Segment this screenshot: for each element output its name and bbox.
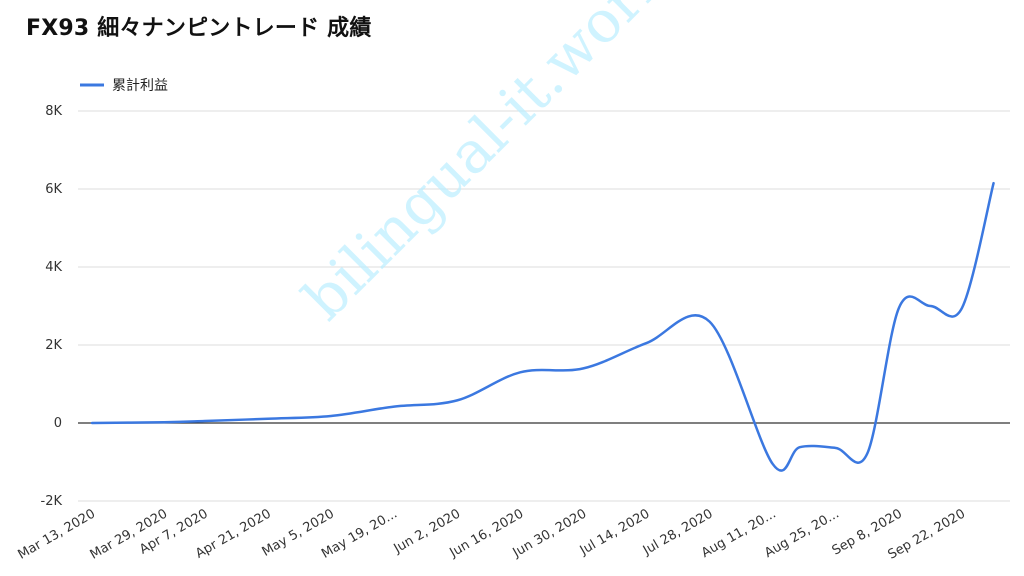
y-tick-label: 0 <box>54 416 62 431</box>
y-tick-label: 2K <box>45 338 62 353</box>
y-tick-label: 4K <box>45 260 62 275</box>
y-tick-label: -2K <box>41 494 63 509</box>
y-axis-ticks: -2K 0 2K 4K 6K 8K <box>41 104 63 509</box>
x-tick-label: Mar 13, 2020 <box>16 506 98 562</box>
x-tick-label: Jul 14, 2020 <box>577 506 653 558</box>
series-layer <box>90 181 995 472</box>
chart-title: FX93 細々ナンピントレード 成績 <box>26 16 372 41</box>
gridlines <box>78 110 1010 502</box>
series-line <box>90 181 995 472</box>
legend-label: 累計利益 <box>112 78 168 94</box>
y-tick-label: 6K <box>45 182 62 197</box>
y-tick-label: 8K <box>45 104 62 119</box>
legend: 累計利益 <box>80 78 168 94</box>
